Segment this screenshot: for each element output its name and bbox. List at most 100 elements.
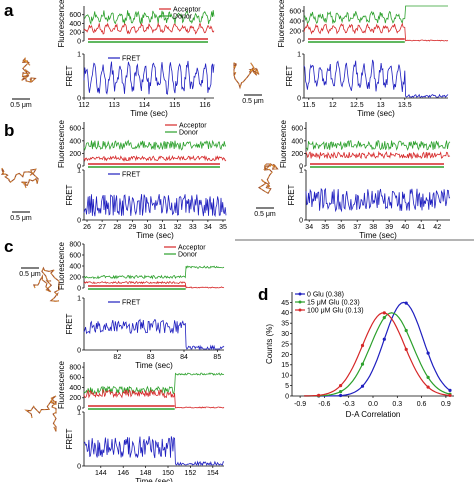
chart-a1-trajectory — [21, 57, 37, 83]
chart-d-point — [448, 388, 452, 392]
chart-b1-xtick-label: 28 — [113, 224, 121, 231]
chart-b2-fret-ylabel: FRET — [287, 184, 296, 205]
chart-a2-fret-ytick-label: 0 — [297, 95, 301, 102]
chart-b1-trajectory-overlay — [1, 167, 39, 189]
chart-c2-xtick-label: 144 — [95, 470, 107, 477]
chart-d-legend-marker — [298, 300, 302, 304]
chart-c2-donor-trace — [83, 372, 225, 395]
chart-d-point — [382, 316, 386, 320]
chart-a2-fl-ylabel: Fluorescence — [277, 0, 286, 48]
chart-b1-fret-legend-label: FRET — [122, 172, 141, 179]
chart-b2-fret-trace — [305, 187, 451, 213]
chart-c2-xtick-label: 150 — [162, 470, 174, 477]
chart-d-legend-label: 100 μM Glu (0.13) — [307, 308, 364, 315]
chart-a1-fl-ytick-label: 200 — [69, 30, 81, 37]
chart-c1-fl-ytick-label: 200 — [69, 274, 81, 281]
chart-b1-xtick-label: 31 — [159, 224, 167, 231]
chart-c1-xtick-label: 84 — [180, 354, 188, 361]
chart-a1-legend-label: Donor — [173, 14, 193, 21]
chart-a2-fret-ytick-label: 1 — [297, 51, 301, 58]
chart-a2-scale-label: 0.5 μm — [242, 98, 264, 105]
chart-a1-fret-ytick-label: 1 — [77, 51, 81, 58]
chart-c2-xtick-label: 152 — [185, 470, 197, 477]
chart-d-ytick-label: 40 — [281, 310, 289, 317]
chart-c1-xtick-label: 83 — [147, 354, 155, 361]
chart-d-point — [448, 393, 452, 397]
chart-b1-xtick-label: 33 — [189, 224, 197, 231]
chart-d-legend-marker — [298, 308, 302, 312]
chart-d-ytick-label: 30 — [281, 331, 289, 338]
chart-c1-legend-label: Acceptor — [178, 245, 206, 252]
chart-c2-xlabel: Time (sec) — [135, 477, 173, 482]
chart-a1-fret-ytick-label: 0 — [77, 95, 81, 102]
chart-a2-fl-ytick-label: 200 — [289, 28, 301, 35]
chart-a2-xlabel: Time (sec) — [357, 109, 395, 118]
chart-c1-fret-trace — [83, 318, 225, 351]
chart-c2-fret-trace — [83, 436, 225, 467]
chart-c1-fret-legend-label: FRET — [122, 300, 141, 307]
chart-d-point — [404, 301, 408, 305]
chart-d-xtick-label: 0.0 — [368, 401, 378, 408]
chart-a1-xlabel: Time (sec) — [130, 109, 168, 118]
chart-c2-fl-ytick-label: 600 — [69, 375, 81, 382]
chart-c2-fl-ytick-label: 400 — [69, 385, 81, 392]
chart-a2-fret-trace — [303, 59, 449, 98]
chart-b1-fret-ylabel: FRET — [65, 184, 74, 205]
chart-d-point — [339, 393, 343, 398]
chart-c1-scale-label: 0.5 μm — [19, 271, 41, 278]
chart-c1-fl-ytick-label: 800 — [69, 241, 81, 248]
panel-letter-a: a — [4, 1, 14, 20]
chart-c1-xtick-label: 82 — [113, 354, 121, 361]
chart-b2-xtick-label: 41 — [417, 224, 425, 231]
chart-a1-fl-ytick-label: 400 — [69, 21, 81, 28]
chart-c2-acceptor-trace — [83, 389, 225, 409]
chart-c1-fl-ytick-label: 600 — [69, 252, 81, 259]
chart-b1-fl-ytick-label: 200 — [69, 151, 81, 158]
chart-c2-fret-ytick-label: 0 — [77, 463, 81, 470]
chart-a1-xtick-label: 113 — [109, 102, 120, 109]
chart-c1-fret-ylabel: FRET — [65, 313, 74, 334]
chart-d-xtick-label: 0.9 — [441, 401, 451, 408]
chart-d-point — [426, 385, 430, 389]
chart-a2-fl-ytick-label: 0 — [297, 38, 301, 45]
chart-a1-xtick-label: 112 — [78, 102, 89, 109]
chart-a2-trajectory — [233, 62, 260, 90]
chart-d-point — [360, 384, 365, 388]
chart-b1-legend-label: Donor — [179, 130, 199, 137]
chart-a2-acceptor-trace — [303, 22, 449, 42]
chart-d-point — [317, 393, 321, 397]
chart-d-point — [426, 351, 430, 355]
chart-b1-donor-trace — [83, 139, 227, 151]
chart-a1-scale-label: 0.5 μm — [10, 102, 32, 109]
chart-b2-xtick-label: 35 — [321, 224, 329, 231]
chart-b2-fl-ytick-label: 0 — [299, 163, 303, 170]
chart-b1-xlabel: Time (sec) — [136, 231, 174, 240]
chart-b1-fl-ytick-label: 400 — [69, 138, 81, 145]
chart-d-point — [339, 390, 343, 394]
chart-d-legend-label: 0 Glu (0.38) — [307, 292, 344, 299]
chart-b2-xtick-label: 36 — [337, 224, 345, 231]
chart-a2-xtick-label: 11.5 — [302, 102, 315, 109]
chart-c2-fret-ylabel: FRET — [65, 428, 74, 449]
chart-b2-trajectory-overlay — [258, 163, 279, 194]
chart-c2-fl-ytick-label: 0 — [77, 405, 81, 412]
chart-d-ytick-label: 10 — [281, 373, 289, 380]
chart-b1-legend-label: Acceptor — [179, 123, 207, 130]
chart-c1-xlabel: Time (sec) — [135, 361, 173, 370]
chart-b2-fret-ytick-label: 1 — [299, 167, 303, 174]
chart-a1-donor-trace — [83, 9, 215, 26]
chart-d-point — [360, 343, 365, 348]
chart-d-ytick-label: 25 — [281, 341, 289, 348]
chart-d-xtick-label: -0.9 — [294, 401, 306, 408]
chart-a1-xtick-label: 116 — [199, 102, 210, 109]
chart-b2-donor-trace — [305, 139, 451, 152]
chart-c2-xtick-label: 146 — [117, 470, 129, 477]
chart-b2-xtick-label: 37 — [353, 224, 361, 231]
chart-c2-fret-ytick-label: 1 — [77, 409, 81, 416]
chart-b1-xtick-label: 34 — [204, 224, 212, 231]
chart-a1-xtick-label: 115 — [169, 102, 180, 109]
chart-d-xlabel: D-A Correlation — [346, 410, 401, 419]
chart-b1-xtick-label: 26 — [83, 224, 91, 231]
chart-d-legend-label: 15 μM Glu (0.23) — [307, 300, 360, 307]
